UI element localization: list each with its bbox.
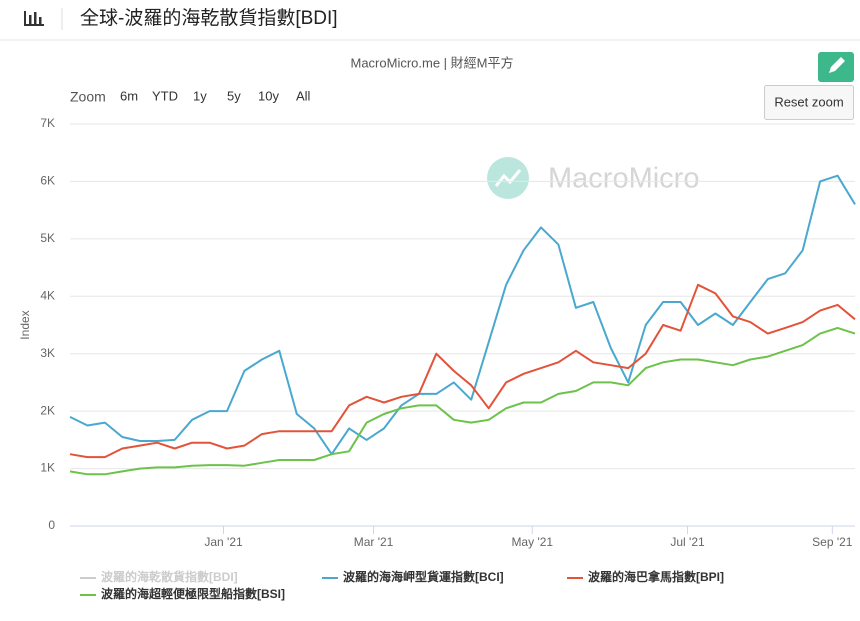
legend-item[interactable]: 波羅的海超輕便極限型船指數[BSI]: [80, 586, 285, 601]
zoom-button[interactable]: 10y: [258, 88, 279, 103]
reset-zoom-button[interactable]: Reset zoom: [764, 85, 854, 120]
legend-item[interactable]: 波羅的海乾散貨指數[BDI]: [80, 569, 238, 584]
y-tick-label: 5K: [40, 231, 55, 245]
zoom-button[interactable]: All: [296, 88, 311, 103]
legend-item[interactable]: 波羅的海巴拿馬指數[BPI]: [567, 569, 724, 584]
y-tick-label: 6K: [40, 174, 55, 188]
legend-label: 波羅的海巴拿馬指數[BPI]: [588, 569, 724, 584]
reset-zoom-label[interactable]: Reset zoom: [774, 94, 843, 109]
zoom-label: Zoom: [70, 89, 106, 105]
y-tick-label: 7K: [40, 116, 55, 130]
chart-subtitle: MacroMicro.me | 財經M平方: [351, 55, 514, 70]
y-tick-label: 2K: [40, 403, 55, 417]
x-tick-label: Mar '21: [354, 535, 394, 549]
header-icon: [24, 11, 44, 26]
zoom-button[interactable]: 6m: [120, 88, 138, 103]
zoom-button[interactable]: YTD: [152, 88, 178, 103]
y-tick-label: 3K: [40, 346, 55, 360]
edit-button[interactable]: [818, 52, 854, 82]
x-tick-label: Jan '21: [204, 535, 243, 549]
x-tick-label: Jul '21: [670, 535, 705, 549]
legend-label: 波羅的海海岬型貨運指數[BCI]: [343, 569, 504, 584]
series-line: [69, 326, 856, 476]
series-line: [69, 174, 856, 456]
legend-label: 波羅的海超輕便極限型船指數[BSI]: [101, 586, 285, 601]
y-tick-label: 1K: [40, 461, 55, 475]
page-title: 全球-波羅的海乾散貨指數[BDI]: [80, 7, 338, 29]
zoom-button[interactable]: 5y: [227, 88, 241, 103]
watermark: MacroMicro: [487, 157, 699, 199]
legend-label: 波羅的海乾散貨指數[BDI]: [101, 569, 238, 584]
legend-item[interactable]: 波羅的海海岬型貨運指數[BCI]: [322, 569, 504, 584]
zoom-button[interactable]: 1y: [193, 88, 207, 103]
y-axis-label: Index: [18, 310, 32, 339]
y-tick-label: 4K: [40, 288, 55, 302]
watermark-text: MacroMicro: [548, 163, 699, 195]
x-tick-label: May '21: [511, 535, 553, 549]
series-line: [69, 283, 856, 459]
y-tick-label: 0: [48, 518, 55, 532]
x-tick-label: Sep '21: [812, 535, 853, 549]
